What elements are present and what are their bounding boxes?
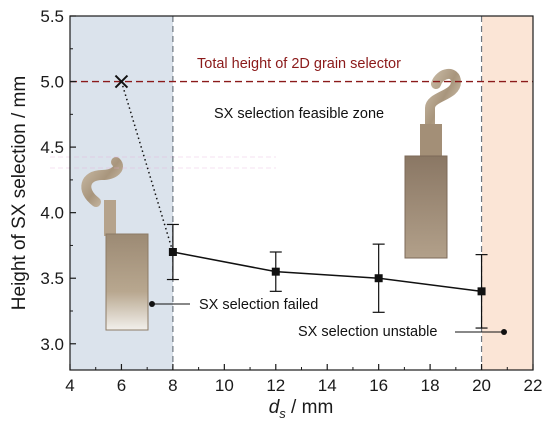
unstable-zone-label: SX selection unstable	[298, 324, 437, 340]
ghost-artifacts	[50, 156, 276, 169]
x-tick-label: 6	[117, 376, 126, 395]
data-point	[168, 248, 177, 256]
series-group	[166, 223, 488, 329]
reference-line-label: Total height of 2D grain selector	[197, 56, 401, 72]
x-axis-title-symbol: d	[269, 397, 281, 418]
x-tick-label: 22	[524, 376, 543, 395]
x-axis-title-subscript: s	[279, 406, 286, 421]
x-tick-label: 20	[472, 376, 491, 395]
data-point	[477, 287, 486, 296]
y-tick-label: 3.0	[40, 335, 64, 354]
x-tick-label: 16	[369, 376, 388, 395]
x-tick-label: 10	[215, 376, 234, 395]
failed-sample-photo	[81, 157, 149, 331]
x-axis-title: ds / mm	[269, 397, 334, 421]
failed-zone-label: SX selection failed	[199, 297, 318, 313]
feasible-zone-label: SX selection feasible zone	[214, 106, 384, 122]
failed-point-marker	[114, 74, 129, 89]
tick-group: 4 6 8 10 12 14 16 18 20 22 3.0 3.5 4.0 4.5 5.0 5.5	[40, 7, 542, 395]
x-tick-label: 4	[65, 376, 74, 395]
x-tick-label: 14	[318, 376, 337, 395]
feasible-sample-photo	[404, 69, 462, 259]
y-tick-label: 4.0	[40, 204, 64, 223]
y-axis-title: Height of SX selection / mm	[9, 76, 30, 310]
unstable-pointer-dot	[501, 329, 507, 335]
zone-unstable-background	[482, 16, 533, 370]
y-tick-label: 4.5	[40, 138, 64, 157]
x-tick-label: 18	[421, 376, 440, 395]
data-point	[271, 267, 280, 276]
x-tick-label: 12	[266, 376, 285, 395]
data-point	[374, 274, 383, 283]
x-axis-title-unit: / mm	[286, 397, 334, 418]
y-tick-label: 5.0	[40, 73, 64, 92]
failed-link-group	[114, 74, 174, 253]
x-tick-label: 8	[168, 376, 177, 395]
y-tick-label: 3.5	[40, 269, 64, 288]
series-line	[172, 251, 482, 293]
y-tick-label: 5.5	[40, 7, 64, 26]
